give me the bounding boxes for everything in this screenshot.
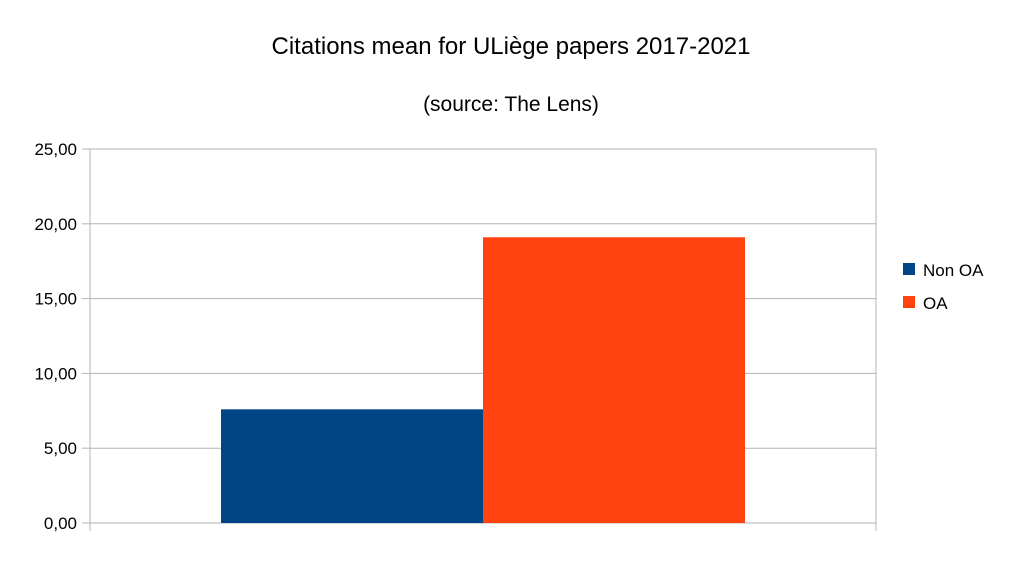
- y-tick-label: 5,00: [44, 439, 77, 458]
- legend: Non OA OA: [903, 261, 984, 313]
- y-tick-label: 10,00: [34, 364, 77, 383]
- legend-label-non-oa: Non OA: [923, 261, 984, 280]
- legend-swatch-oa: [903, 296, 915, 308]
- y-tick-label: 20,00: [34, 215, 77, 234]
- legend-swatch-non-oa: [903, 263, 915, 275]
- y-tick-label: 15,00: [34, 290, 77, 309]
- y-tick-label: 0,00: [44, 514, 77, 533]
- chart-subtitle: (source: The Lens): [423, 93, 599, 116]
- plot-area: 0,00 5,00 10,00 15,00 20,00 25,00: [34, 140, 877, 533]
- chart-title: Citations mean for ULiège papers 2017-20…: [272, 33, 751, 60]
- y-tick-label: 25,00: [34, 140, 77, 159]
- legend-label-oa: OA: [923, 294, 948, 313]
- bar-non-oa: [221, 409, 483, 523]
- bar-oa: [483, 237, 745, 523]
